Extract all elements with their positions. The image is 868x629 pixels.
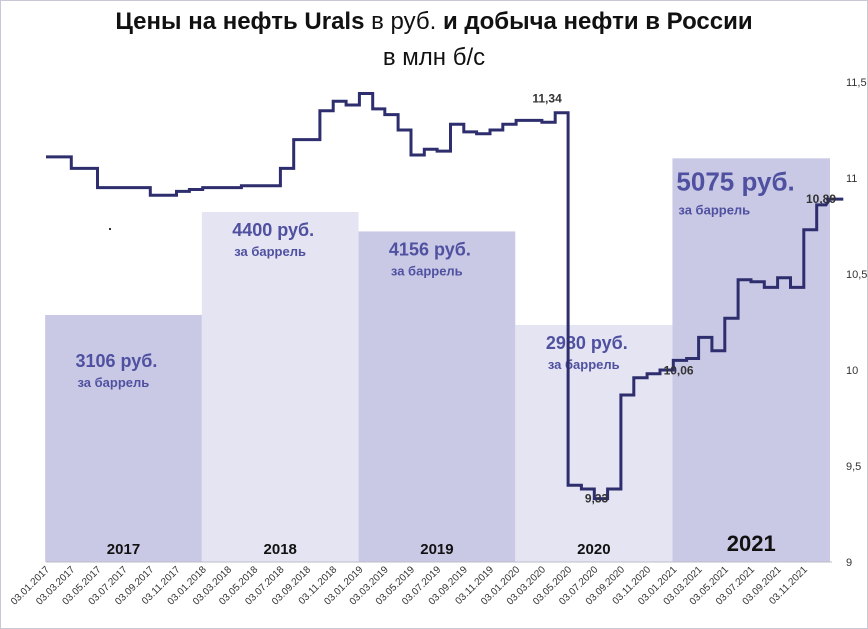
price-sublabel-2020: за баррель [548,357,620,372]
price-label-2018: 4400 руб. [232,220,314,240]
value-annotation: 11,34 [532,92,562,106]
price-label-2021: 5075 руб. [676,166,794,196]
price-bar-2020 [515,324,673,562]
price-bar-2021 [672,158,830,562]
value-annotation: 10,89 [806,192,836,206]
price-sublabel-2021: за баррель [678,202,750,217]
chart-title: Цены на нефть Urals в руб. и добыча нефт… [0,8,868,36]
y-tick-label: 11,5 [846,77,867,89]
price-label-2017: 3106 руб. [75,351,157,371]
value-annotation: 9,33 [585,492,609,506]
value-annotation: 10,06 [664,363,694,377]
y-tick-label: 11 [846,173,857,185]
title-part-2: в руб. [364,8,443,35]
y-tick-label: 9 [846,557,852,569]
price-label-2019: 4156 руб. [389,239,471,259]
year-label-2018: 2018 [264,541,297,558]
year-label-2017: 2017 [107,541,140,558]
chart-subtitle: в млн б/с [382,44,486,71]
y-tick-label: 10,5 [846,269,867,281]
production-line [46,92,844,501]
price-bar-2018 [201,212,359,562]
price-sublabel-2017: за баррель [77,375,149,390]
y-tick-label: 9,5 [846,461,861,473]
price-sublabel-2018: за баррель [234,244,306,259]
price-sublabel-2019: за баррель [391,263,463,278]
title-part-1: Цены на нефть Urals [115,8,365,35]
year-label-2019: 2019 [420,541,453,558]
price-bar-2019 [358,231,516,562]
stray-dot [109,228,111,230]
year-label-2021: 2021 [727,531,776,556]
price-label-2020: 2980 руб. [546,333,628,353]
price-bar-2017 [45,314,202,562]
year-label-2020: 2020 [577,541,610,558]
title-part-3: и добыча нефти в России [442,8,753,35]
y-tick-label: 10 [846,365,858,377]
